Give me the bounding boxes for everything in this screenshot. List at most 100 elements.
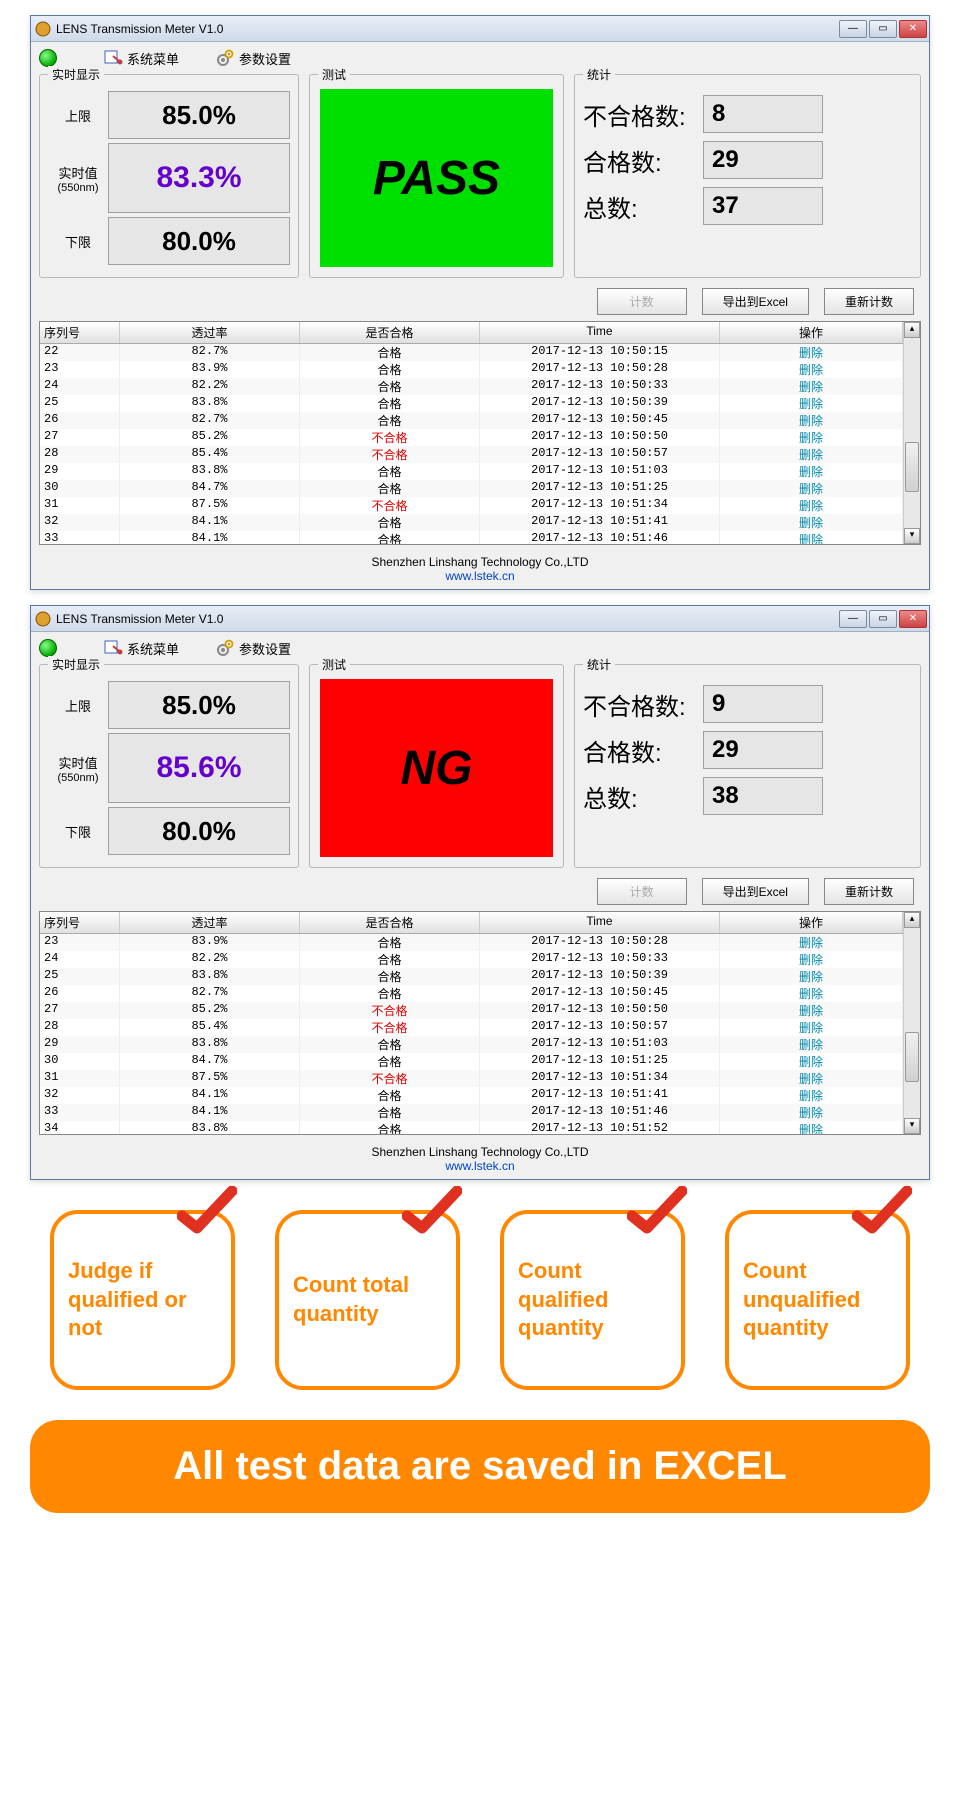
app-icon: [35, 611, 51, 627]
recount-button[interactable]: 重新计数: [824, 288, 914, 315]
test-title: 测试: [318, 66, 350, 83]
vertical-scrollbar[interactable]: ▴ ▾: [903, 912, 920, 1134]
close-button[interactable]: ✕: [899, 610, 927, 628]
cell-status: 不合格: [300, 1002, 480, 1019]
table-row[interactable]: 3187.5%不合格2017-12-13 10:51:34删除: [40, 497, 903, 514]
delete-link[interactable]: 删除: [799, 1073, 823, 1087]
vertical-scrollbar[interactable]: ▴ ▾: [903, 322, 920, 544]
table-row[interactable]: 2583.8%合格2017-12-13 10:50:39删除: [40, 395, 903, 412]
export-excel-button[interactable]: 导出到Excel: [702, 288, 809, 315]
cell-time: 2017-12-13 10:51:46: [480, 1104, 720, 1121]
col-time[interactable]: Time: [480, 912, 720, 933]
grid-body[interactable]: 2383.9%合格2017-12-13 10:50:28删除2482.2%合格2…: [40, 934, 903, 1134]
system-menu-label: 系统菜单: [127, 49, 179, 68]
delete-link[interactable]: 删除: [799, 500, 823, 514]
system-menu-button[interactable]: 系统菜单: [103, 638, 179, 658]
table-row[interactable]: 3187.5%不合格2017-12-13 10:51:34删除: [40, 1070, 903, 1087]
delete-link[interactable]: 删除: [799, 534, 823, 544]
table-row[interactable]: 2282.7%合格2017-12-13 10:50:15删除: [40, 344, 903, 361]
table-row[interactable]: 2983.8%合格2017-12-13 10:51:03删除: [40, 463, 903, 480]
delete-link[interactable]: 删除: [799, 517, 823, 531]
website-link[interactable]: www.lstek.cn: [445, 1159, 514, 1173]
table-row[interactable]: 2785.2%不合格2017-12-13 10:50:50删除: [40, 429, 903, 446]
delete-link[interactable]: 删除: [799, 1107, 823, 1121]
app-window: LENS Transmission Meter V1.0 — ▭ ✕ 系统菜单 …: [30, 15, 930, 590]
delete-link[interactable]: 删除: [799, 1090, 823, 1104]
cell-value: 82.7%: [120, 344, 300, 361]
cell-status: 合格: [300, 968, 480, 985]
system-menu-label: 系统菜单: [127, 639, 179, 658]
delete-link[interactable]: 删除: [799, 398, 823, 412]
cell-value: 82.7%: [120, 985, 300, 1002]
table-row[interactable]: 3084.7%合格2017-12-13 10:51:25删除: [40, 1053, 903, 1070]
table-row[interactable]: 3384.1%合格2017-12-13 10:51:46删除: [40, 531, 903, 544]
table-row[interactable]: 2682.7%合格2017-12-13 10:50:45删除: [40, 985, 903, 1002]
minimize-button[interactable]: —: [839, 610, 867, 628]
close-button[interactable]: ✕: [899, 20, 927, 38]
table-row[interactable]: 2482.2%合格2017-12-13 10:50:33删除: [40, 378, 903, 395]
table-row[interactable]: 3284.1%合格2017-12-13 10:51:41删除: [40, 1087, 903, 1104]
status-led-icon: [39, 639, 57, 657]
col-action[interactable]: 操作: [720, 912, 903, 933]
delete-link[interactable]: 删除: [799, 1124, 823, 1134]
delete-link[interactable]: 删除: [799, 466, 823, 480]
delete-link[interactable]: 删除: [799, 971, 823, 985]
param-settings-button[interactable]: 参数设置: [215, 638, 291, 658]
table-row[interactable]: 2785.2%不合格2017-12-13 10:50:50删除: [40, 1002, 903, 1019]
delete-link[interactable]: 删除: [799, 483, 823, 497]
delete-link[interactable]: 删除: [799, 1039, 823, 1053]
maximize-button[interactable]: ▭: [869, 20, 897, 38]
delete-link[interactable]: 删除: [799, 954, 823, 968]
table-row[interactable]: 2885.4%不合格2017-12-13 10:50:57删除: [40, 446, 903, 463]
delete-link[interactable]: 删除: [799, 937, 823, 951]
cell-status: 合格: [300, 463, 480, 480]
table-row[interactable]: 2583.8%合格2017-12-13 10:50:39删除: [40, 968, 903, 985]
col-qualified[interactable]: 是否合格: [300, 322, 480, 343]
delete-link[interactable]: 删除: [799, 1056, 823, 1070]
website-link[interactable]: www.lstek.cn: [445, 569, 514, 583]
table-row[interactable]: 2983.8%合格2017-12-13 10:51:03删除: [40, 1036, 903, 1053]
cell-serial: 23: [40, 361, 120, 378]
delete-link[interactable]: 删除: [799, 449, 823, 463]
cell-time: 2017-12-13 10:51:41: [480, 514, 720, 531]
delete-link[interactable]: 删除: [799, 988, 823, 1002]
cell-serial: 28: [40, 446, 120, 463]
cell-status: 合格: [300, 1104, 480, 1121]
delete-link[interactable]: 删除: [799, 1005, 823, 1019]
maximize-button[interactable]: ▭: [869, 610, 897, 628]
table-row[interactable]: 2383.9%合格2017-12-13 10:50:28删除: [40, 361, 903, 378]
col-time[interactable]: Time: [480, 322, 720, 343]
table-row[interactable]: 3384.1%合格2017-12-13 10:51:46删除: [40, 1104, 903, 1121]
grid-header: 序列号 透过率 是否合格 Time 操作: [40, 322, 903, 344]
recount-button[interactable]: 重新计数: [824, 878, 914, 905]
col-serial[interactable]: 序列号: [40, 912, 120, 933]
col-qualified[interactable]: 是否合格: [300, 912, 480, 933]
delete-link[interactable]: 删除: [799, 415, 823, 429]
col-serial[interactable]: 序列号: [40, 322, 120, 343]
grid-body[interactable]: 2282.7%合格2017-12-13 10:50:15删除2383.9%合格2…: [40, 344, 903, 544]
delete-link[interactable]: 删除: [799, 1022, 823, 1036]
table-row[interactable]: 2682.7%合格2017-12-13 10:50:45删除: [40, 412, 903, 429]
menu-icon: [103, 638, 123, 658]
table-row[interactable]: 2383.9%合格2017-12-13 10:50:28删除: [40, 934, 903, 951]
cell-serial: 26: [40, 412, 120, 429]
col-transmittance[interactable]: 透过率: [120, 322, 300, 343]
test-result-panel: NG: [320, 679, 553, 857]
col-action[interactable]: 操作: [720, 322, 903, 343]
delete-link[interactable]: 删除: [799, 347, 823, 361]
table-row[interactable]: 3084.7%合格2017-12-13 10:51:25删除: [40, 480, 903, 497]
export-excel-button[interactable]: 导出到Excel: [702, 878, 809, 905]
upper-limit-value: 85.0%: [108, 681, 290, 729]
table-row[interactable]: 3284.1%合格2017-12-13 10:51:41删除: [40, 514, 903, 531]
col-transmittance[interactable]: 透过率: [120, 912, 300, 933]
table-row[interactable]: 3483.8%合格2017-12-13 10:51:52删除: [40, 1121, 903, 1134]
table-row[interactable]: 2482.2%合格2017-12-13 10:50:33删除: [40, 951, 903, 968]
param-settings-button[interactable]: 参数设置: [215, 48, 291, 68]
cell-time: 2017-12-13 10:51:03: [480, 463, 720, 480]
delete-link[interactable]: 删除: [799, 432, 823, 446]
delete-link[interactable]: 删除: [799, 381, 823, 395]
table-row[interactable]: 2885.4%不合格2017-12-13 10:50:57删除: [40, 1019, 903, 1036]
delete-link[interactable]: 删除: [799, 364, 823, 378]
minimize-button[interactable]: —: [839, 20, 867, 38]
system-menu-button[interactable]: 系统菜单: [103, 48, 179, 68]
